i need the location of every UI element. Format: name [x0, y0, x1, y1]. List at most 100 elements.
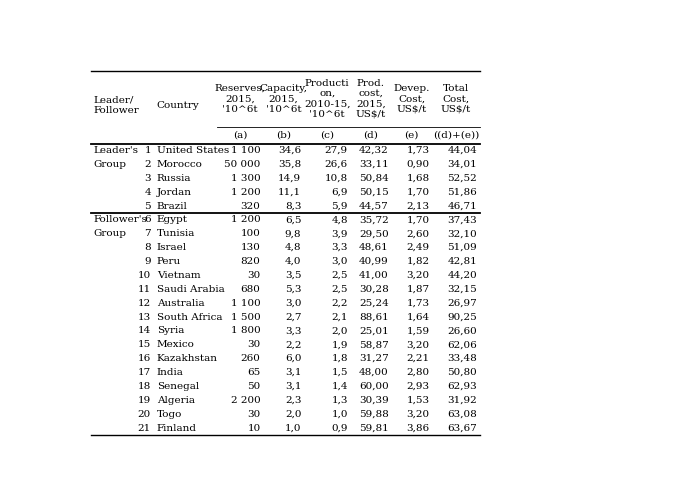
- Text: 1 500: 1 500: [231, 313, 261, 321]
- Text: 16: 16: [138, 354, 151, 363]
- Text: 5,9: 5,9: [331, 202, 348, 211]
- Text: 29,50: 29,50: [359, 229, 389, 238]
- Text: Devep.
Cost,
US$/t: Devep. Cost, US$/t: [393, 84, 430, 114]
- Text: 44,57: 44,57: [359, 202, 389, 211]
- Text: 25,01: 25,01: [359, 326, 389, 335]
- Text: 6,9: 6,9: [331, 188, 348, 197]
- Text: 3,0: 3,0: [331, 257, 348, 266]
- Text: 42,81: 42,81: [447, 257, 477, 266]
- Text: 50: 50: [247, 382, 261, 391]
- Text: Syria: Syria: [157, 326, 184, 335]
- Text: 15: 15: [138, 340, 151, 349]
- Text: 3,86: 3,86: [406, 423, 430, 432]
- Text: Producti
on,
2010-15,
'10^6t: Producti on, 2010-15, '10^6t: [304, 79, 350, 119]
- Text: 1,68: 1,68: [406, 174, 430, 183]
- Text: Tunisia: Tunisia: [157, 229, 195, 238]
- Text: 3,1: 3,1: [285, 382, 301, 391]
- Text: 13: 13: [138, 313, 151, 321]
- Text: 5: 5: [144, 202, 151, 211]
- Text: 4,0: 4,0: [285, 257, 301, 266]
- Text: 20: 20: [138, 410, 151, 419]
- Text: Senegal: Senegal: [157, 382, 199, 391]
- Text: 88,61: 88,61: [359, 313, 389, 321]
- Text: 33,48: 33,48: [447, 354, 477, 363]
- Text: 34,01: 34,01: [447, 160, 477, 169]
- Text: 30: 30: [247, 271, 261, 280]
- Text: South Africa: South Africa: [157, 313, 223, 321]
- Text: 62,06: 62,06: [447, 340, 477, 349]
- Text: 48,61: 48,61: [359, 243, 389, 252]
- Text: 1,53: 1,53: [406, 396, 430, 405]
- Text: 26,6: 26,6: [325, 160, 348, 169]
- Text: Australia: Australia: [157, 299, 204, 308]
- Text: 3,20: 3,20: [406, 340, 430, 349]
- Text: (c): (c): [320, 131, 334, 140]
- Text: Leader's: Leader's: [94, 146, 139, 155]
- Text: 1 800: 1 800: [231, 326, 261, 335]
- Text: 1,82: 1,82: [406, 257, 430, 266]
- Text: 59,81: 59,81: [359, 423, 389, 432]
- Text: 2,1: 2,1: [331, 313, 348, 321]
- Text: 2,93: 2,93: [406, 382, 430, 391]
- Text: 2,0: 2,0: [285, 410, 301, 419]
- Text: Kazakhstan: Kazakhstan: [157, 354, 218, 363]
- Text: 50,84: 50,84: [359, 174, 389, 183]
- Text: 1,5: 1,5: [331, 368, 348, 377]
- Text: 9,8: 9,8: [285, 229, 301, 238]
- Text: 30: 30: [247, 410, 261, 419]
- Text: 3,9: 3,9: [331, 229, 348, 238]
- Text: 1: 1: [144, 146, 151, 155]
- Text: 46,71: 46,71: [447, 202, 477, 211]
- Text: (d): (d): [363, 131, 378, 140]
- Text: 31,92: 31,92: [447, 396, 477, 405]
- Text: 51,86: 51,86: [447, 188, 477, 197]
- Text: Russia: Russia: [157, 174, 191, 183]
- Text: 3,1: 3,1: [285, 368, 301, 377]
- Text: 26,60: 26,60: [447, 326, 477, 335]
- Text: Morocco: Morocco: [157, 160, 203, 169]
- Text: 100: 100: [240, 229, 261, 238]
- Text: 31,27: 31,27: [359, 354, 389, 363]
- Text: 1,70: 1,70: [406, 215, 430, 224]
- Text: 7: 7: [144, 229, 151, 238]
- Text: 2 200: 2 200: [231, 396, 261, 405]
- Text: 65: 65: [247, 368, 261, 377]
- Text: Algeria: Algeria: [157, 396, 195, 405]
- Text: 0,9: 0,9: [331, 423, 348, 432]
- Text: 60,00: 60,00: [359, 382, 389, 391]
- Text: 3: 3: [144, 174, 151, 183]
- Text: 18: 18: [138, 382, 151, 391]
- Text: 130: 130: [240, 243, 261, 252]
- Text: Saudi Arabia: Saudi Arabia: [157, 285, 225, 294]
- Text: 1,64: 1,64: [406, 313, 430, 321]
- Text: 1,8: 1,8: [331, 354, 348, 363]
- Text: 2,0: 2,0: [331, 326, 348, 335]
- Text: 52,52: 52,52: [447, 174, 477, 183]
- Text: 30,39: 30,39: [359, 396, 389, 405]
- Text: 2,21: 2,21: [406, 354, 430, 363]
- Text: 10: 10: [138, 271, 151, 280]
- Text: Jordan: Jordan: [157, 188, 192, 197]
- Text: 8: 8: [144, 243, 151, 252]
- Text: 2,13: 2,13: [406, 202, 430, 211]
- Text: 9: 9: [144, 257, 151, 266]
- Text: 6: 6: [144, 215, 151, 224]
- Text: 3,0: 3,0: [285, 299, 301, 308]
- Text: 1,73: 1,73: [406, 299, 430, 308]
- Text: 3,3: 3,3: [285, 326, 301, 335]
- Text: 5,3: 5,3: [285, 285, 301, 294]
- Text: 62,93: 62,93: [447, 382, 477, 391]
- Text: 4: 4: [144, 188, 151, 197]
- Text: 10,8: 10,8: [325, 174, 348, 183]
- Text: 59,88: 59,88: [359, 410, 389, 419]
- Text: 50 000: 50 000: [224, 160, 261, 169]
- Text: India: India: [157, 368, 184, 377]
- Text: 2,3: 2,3: [285, 396, 301, 405]
- Text: 3,20: 3,20: [406, 271, 430, 280]
- Text: 44,20: 44,20: [447, 271, 477, 280]
- Text: 3,20: 3,20: [406, 410, 430, 419]
- Text: Togo: Togo: [157, 410, 182, 419]
- Text: 12: 12: [138, 299, 151, 308]
- Text: Leader/
Follower: Leader/ Follower: [94, 96, 139, 115]
- Text: 34,6: 34,6: [278, 146, 301, 155]
